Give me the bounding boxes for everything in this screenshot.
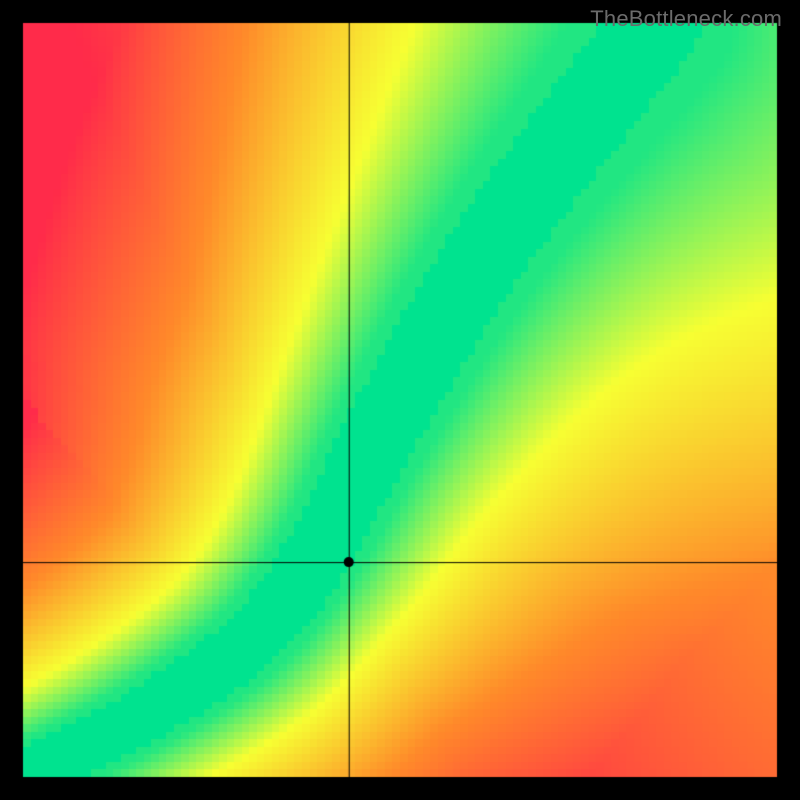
chart-container: TheBottleneck.com <box>0 0 800 800</box>
watermark-text: TheBottleneck.com <box>590 6 782 32</box>
bottleneck-heatmap <box>0 0 800 800</box>
